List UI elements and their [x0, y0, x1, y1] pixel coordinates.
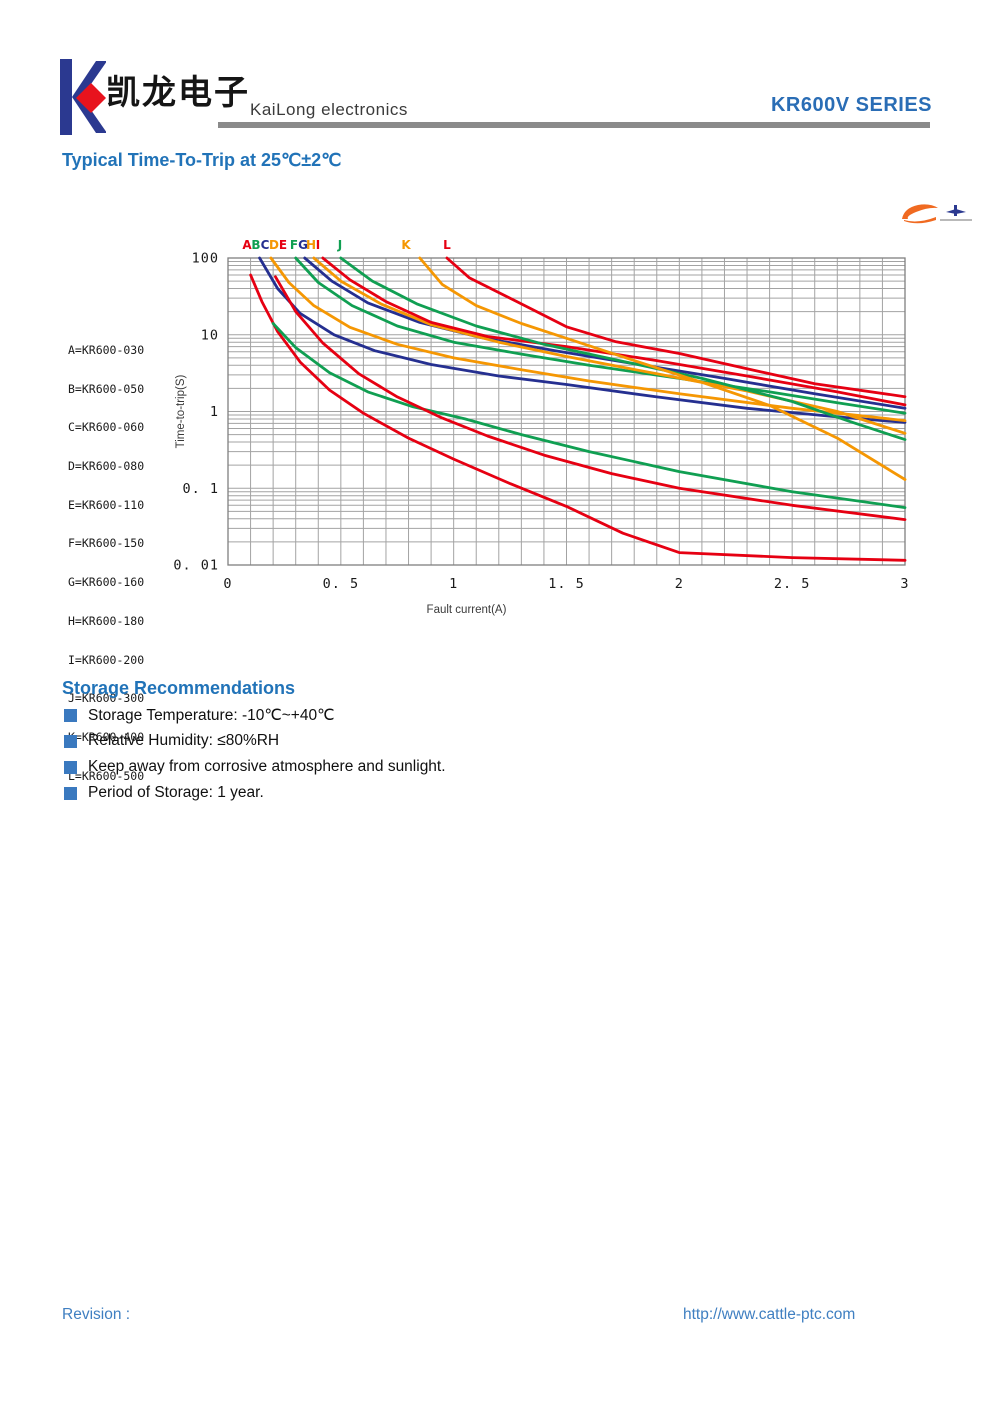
kailong-logo-icon [60, 59, 106, 135]
svg-text:A: A [242, 238, 252, 252]
legend-item: L=KR600-500 [68, 768, 145, 783]
legend-item: B=KR600-050 [68, 381, 145, 396]
svg-text:Fault current(A): Fault current(A) [427, 604, 507, 616]
svg-text:L: L [443, 238, 451, 252]
storage-list: Storage Temperature: -10℃~+40℃ Relative … [64, 706, 764, 810]
legend-item: A=KR600-030 [68, 342, 145, 357]
legend-item: E=KR600-110 [68, 497, 145, 512]
svg-text:1. 5: 1. 5 [548, 576, 585, 592]
page-title: Typical Time-To-Trip at 25℃±2℃ [62, 150, 342, 170]
storage-heading: Storage Recommendations [62, 678, 296, 698]
footer-revision-label: Revision : [62, 1306, 131, 1323]
svg-text:3: 3 [900, 576, 909, 592]
legend-item: F=KR600-150 [68, 536, 145, 551]
svg-text:100: 100 [192, 251, 219, 267]
svg-text:K: K [401, 238, 411, 252]
legend-item: D=KR600-080 [68, 458, 145, 473]
time-to-trip-chart: A B C D E F GH I J K L 100 10 1 0. 1 0. 010 0. 5 1 1. 5 2 2.… [173, 238, 909, 616]
svg-text:G: G [298, 238, 308, 252]
legend-item: C=KR600-060 [68, 420, 145, 435]
storage-item: Period of Storage: 1 year. [64, 784, 764, 810]
square-bullet-icon [64, 787, 77, 800]
storage-item: Keep away from corrosive atmosphere and … [64, 758, 764, 784]
legend-item: K=KR600-400 [68, 730, 145, 744]
storage-item-text: Keep away from corrosive atmosphere and … [88, 758, 446, 775]
svg-text:Time-to-trip(S): Time-to-trip(S) [175, 374, 187, 448]
svg-text:D: D [269, 238, 279, 252]
brand-name-english: KaiLong electronics [250, 100, 408, 119]
svg-text:I: I [316, 238, 320, 252]
svg-text:0. 1: 0. 1 [182, 481, 219, 497]
svg-text:J: J [337, 238, 342, 252]
storage-item: Relative Humidity: ≤80%RH [64, 732, 764, 758]
brand-name-chinese: 凯龙电子 [106, 73, 250, 113]
svg-text:F: F [290, 238, 298, 252]
svg-text:0. 5: 0. 5 [323, 576, 360, 592]
legend-item: H=KR600-180 [68, 613, 145, 628]
svg-text:1: 1 [449, 576, 458, 592]
svg-text:1: 1 [210, 404, 219, 420]
svg-text:B: B [251, 238, 260, 252]
svg-text:H: H [306, 238, 316, 252]
footer-url-link[interactable]: http://www.cattle-ptc.com [683, 1306, 856, 1323]
header-divider [218, 122, 930, 128]
square-bullet-icon [64, 761, 77, 774]
storage-item: Storage Temperature: -10℃~+40℃ [64, 706, 764, 732]
storage-item-text: Storage Temperature: -10℃~+40℃ [88, 707, 335, 724]
svg-text:E: E [279, 238, 287, 252]
svg-text:0: 0 [223, 576, 232, 592]
storage-item-text: Relative Humidity: ≤80%RH [88, 732, 280, 749]
square-bullet-icon [64, 735, 77, 748]
svg-text:0. 01: 0. 01 [173, 558, 219, 574]
legend-item: J=KR600-300 [68, 691, 145, 706]
legend-item: I=KR600-200 [68, 652, 145, 667]
series-title: KR600V SERIES [770, 94, 932, 116]
svg-text:2: 2 [675, 576, 684, 592]
storage-item-text: Period of Storage: 1 year. [88, 784, 264, 801]
chart-legend: A=KR600-030 B=KR600-050 C=KR600-060 D=KR… [68, 318, 144, 808]
legend-item: G=KR600-160 [68, 575, 145, 590]
svg-text:C: C [261, 238, 270, 252]
svg-text:10: 10 [201, 327, 219, 343]
square-bullet-icon [64, 709, 77, 722]
svg-text:2. 5: 2. 5 [774, 576, 811, 592]
watermark-logo-icon [902, 204, 972, 224]
